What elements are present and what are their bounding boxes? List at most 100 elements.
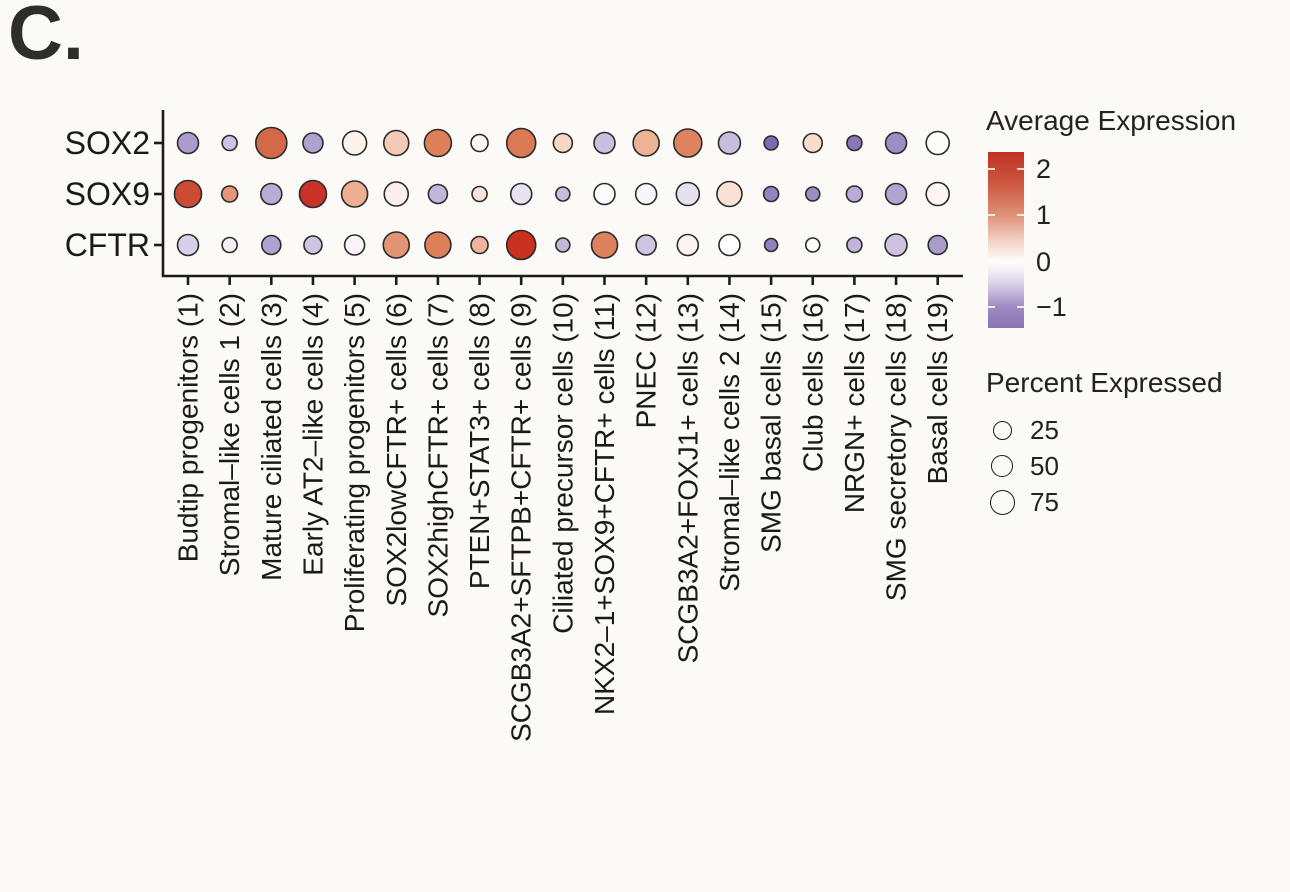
dot-SOX2-16	[802, 132, 824, 154]
dot-CFTR-10	[555, 237, 571, 253]
dot-CFTR-2	[221, 236, 238, 254]
dot-CFTR-3	[260, 234, 282, 256]
gene-label: CFTR	[65, 227, 150, 263]
gene-label: SOX2	[65, 125, 150, 161]
colorbar-tick-label: 2	[1036, 154, 1052, 185]
colorbar-tick-right	[1017, 261, 1024, 263]
percent-expressed-legend-title: Percent Expressed	[986, 367, 1223, 398]
category-label: Basal cells (19)	[922, 293, 953, 484]
dot-SOX9-12	[634, 182, 658, 206]
dot-CFTR-5	[343, 234, 366, 256]
dot-SOX2-12	[632, 129, 660, 157]
percent-legend-circle-75	[989, 489, 1015, 515]
dot-SOX9-11	[593, 182, 616, 206]
dot-SOX9-4	[298, 179, 328, 209]
dot-SOX9-7	[427, 183, 449, 205]
dot-SOX9-17	[845, 185, 864, 203]
category-label: Proliferating progenitors (5)	[339, 293, 370, 632]
colorbar-tick-label: −1	[1036, 292, 1067, 323]
average-expression-legend-title: Average Expression	[986, 105, 1237, 136]
category-label: Ciliated precursor cells (10)	[547, 293, 578, 634]
category-label: SOX2highCFTR+ cells (7)	[422, 293, 453, 617]
category-label: PTEN+STAT3+ cells (8)	[464, 293, 495, 589]
dot-CFTR-19	[927, 234, 949, 256]
category-label: NKX2–1+SOX9+CFTR+ cells (11)	[589, 293, 620, 715]
category-label: SCGB3A2+SFTPB+CFTR+ cells (9)	[506, 293, 537, 742]
dot-CFTR-13	[676, 233, 700, 257]
axis-lines	[161, 110, 963, 278]
category-label: Stromal–like cells 2 (14)	[714, 293, 745, 592]
dot-SOX2-13	[672, 128, 703, 158]
average-expression-colorbar	[988, 152, 1024, 328]
dot-SOX9-1	[173, 179, 203, 209]
dot-SOX9-14	[716, 180, 743, 208]
dot-SOX2-2	[221, 134, 238, 152]
dot-SOX9-3	[259, 182, 283, 206]
colorbar-tick-right	[1017, 214, 1024, 216]
dot-CFTR-18	[884, 233, 908, 257]
dot-CFTR-11	[590, 231, 619, 259]
dot-SOX9-2	[220, 185, 239, 203]
dot-SOX9-18	[884, 182, 908, 206]
dot-SOX2-18	[884, 131, 908, 155]
colorbar-tick-left	[988, 261, 995, 263]
category-label: SMG basal cells (15)	[756, 293, 787, 553]
percent-legend-circle-25	[992, 420, 1012, 440]
dot-SOX9-5	[340, 180, 369, 208]
category-label: Budtip progenitors (1)	[173, 293, 204, 562]
dot-SOX2-9	[505, 127, 537, 159]
colorbar-tick-right	[1017, 168, 1024, 171]
dot-SOX9-6	[383, 181, 410, 207]
category-label: SMG secretory cells (18)	[881, 293, 912, 601]
dot-SOX2-14	[717, 131, 742, 155]
dot-SOX2-17	[846, 134, 863, 152]
dot-CFTR-16	[804, 237, 821, 253]
dot-CFTR-1	[176, 233, 200, 257]
dot-CFTR-6	[382, 231, 411, 259]
dot-CFTR-4	[303, 235, 323, 255]
dot-CFTR-15	[763, 237, 779, 253]
percent-legend-value: 25	[1030, 415, 1059, 445]
dot-SOX2-5	[341, 130, 368, 156]
dot-SOX2-19	[925, 130, 951, 156]
dot-SOX9-13	[675, 181, 701, 207]
category-label: NRGN+ cells (17)	[839, 293, 870, 513]
dot-SOX2-8	[470, 133, 489, 153]
dot-SOX2-4	[302, 132, 324, 154]
colorbar-tick-label: 0	[1036, 247, 1052, 277]
dot-SOX9-16	[804, 186, 821, 202]
dot-SOX9-15	[762, 185, 780, 203]
dot-SOX2-6	[382, 129, 410, 157]
dot-SOX2-15	[763, 135, 779, 151]
percent-legend-circle-50	[991, 455, 1013, 477]
dot-SOX2-3	[254, 126, 288, 160]
colorbar-tick-label: 1	[1036, 200, 1052, 230]
dot-SOX2-7	[423, 128, 453, 158]
dot-SOX2-11	[593, 131, 616, 155]
percent-legend-value: 50	[1030, 451, 1059, 481]
dot-SOX9-10	[555, 186, 571, 202]
dot-SOX2-10	[552, 132, 574, 154]
panel-label: C.	[8, 0, 84, 76]
category-label: Stromal–like cells 1 (2)	[214, 293, 245, 576]
colorbar-tick-left	[988, 168, 995, 171]
category-label: PNEC (12)	[631, 293, 662, 428]
dot-CFTR-8	[470, 235, 489, 255]
colorbar-tick-left	[988, 214, 995, 216]
dot-CFTR-12	[635, 234, 657, 256]
category-label: Club cells (16)	[797, 293, 828, 472]
gene-label: SOX9	[65, 176, 150, 212]
dot-SOX2-1	[176, 131, 200, 155]
dot-SOX9-9	[509, 182, 533, 206]
dot-CFTR-14	[718, 233, 741, 257]
dot-SOX9-19	[925, 181, 951, 207]
category-label: Early AT2–like cells (4)	[297, 293, 328, 576]
category-label: SCGB3A2+FOXJ1+ cells (13)	[672, 293, 703, 663]
dot-CFTR-17	[846, 236, 863, 254]
colorbar-tick-right	[1017, 306, 1024, 309]
colorbar-tick-left	[988, 306, 995, 309]
percent-legend-value: 75	[1030, 487, 1059, 517]
dot-CFTR-9	[505, 229, 537, 261]
